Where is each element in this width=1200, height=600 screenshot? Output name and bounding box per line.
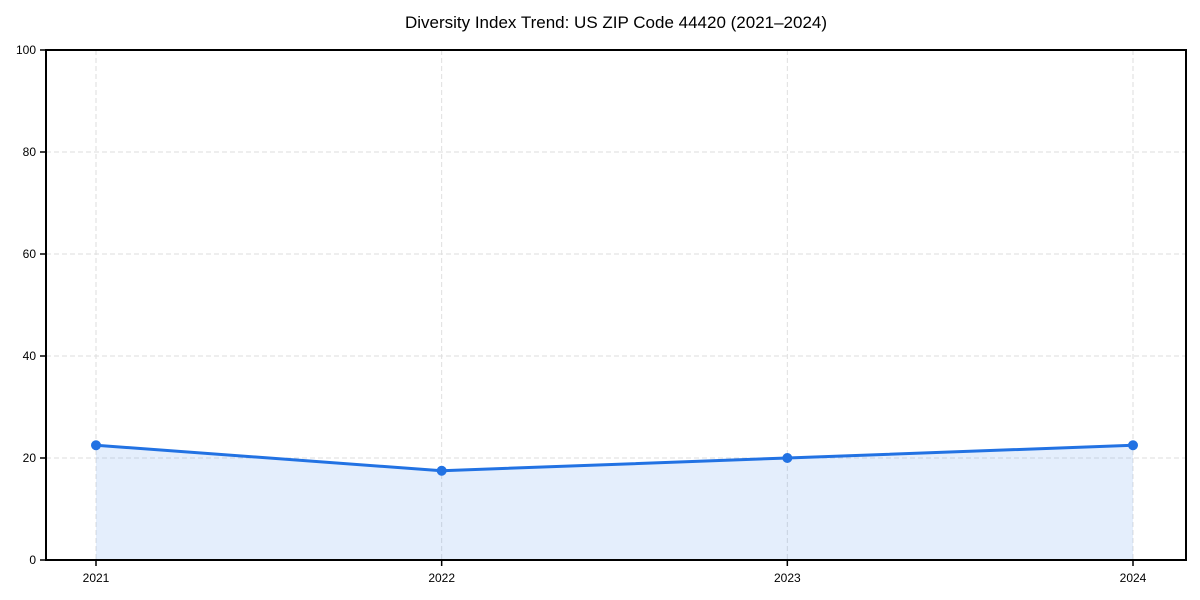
area-fill [96, 445, 1133, 560]
y-axis-tick-label: 60 [23, 247, 37, 261]
x-axis-tick-label: 2024 [1120, 571, 1147, 585]
y-axis-tick-label: 0 [29, 553, 36, 567]
data-point-marker [436, 465, 447, 476]
trend-line [94, 443, 1135, 473]
data-point-marker [1128, 440, 1138, 451]
y-axis-tick-label: 80 [23, 145, 37, 159]
y-axis-tick-label: 100 [16, 43, 36, 57]
y-axis-tick-label: 40 [23, 349, 37, 363]
x-axis-tick-label: 2022 [428, 571, 455, 585]
y-axis-tick-label: 20 [23, 451, 37, 465]
chart-title: Diversity Index Trend: US ZIP Code 44420… [404, 13, 828, 32]
data-point-marker [782, 453, 793, 463]
data-point-marker [91, 440, 101, 451]
x-axis-tick-label: 2023 [774, 571, 801, 585]
plot-border [45, 49, 1187, 561]
x-axis-tick-label: 2021 [83, 571, 110, 585]
